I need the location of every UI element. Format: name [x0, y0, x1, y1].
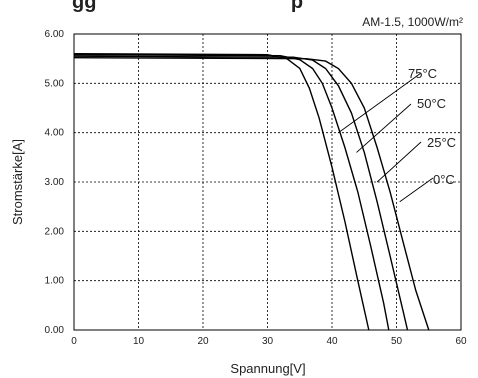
series-label-2: 25°C [427, 135, 456, 150]
x-tick-label: 0 [71, 336, 77, 347]
curve-labels: 75°C 50°C 25°C 0°C [338, 66, 456, 203]
x-tick-label: 40 [326, 336, 338, 347]
series-line-3 [73, 57, 430, 331]
x-tick-label: 50 [391, 336, 403, 347]
series-label-0: 75°C [408, 66, 437, 81]
x-tick-label: 20 [197, 336, 209, 347]
y-tick-label: 3.00 [45, 177, 65, 188]
y-tick-label: 6.00 [45, 29, 65, 40]
y-tick-label: 0.00 [45, 325, 65, 336]
grid [74, 34, 461, 330]
y-tick-label: 4.00 [45, 128, 65, 139]
x-ticks: 0 10 20 30 40 50 60 [71, 336, 467, 347]
x-tick-label: 10 [133, 336, 145, 347]
label-leader-3 [399, 177, 434, 203]
x-tick-label: 30 [262, 336, 274, 347]
condition-label: AM-1.5, 1000W/m² [362, 15, 463, 29]
label-leader-2 [376, 141, 422, 183]
x-tick-label: 60 [455, 336, 467, 347]
label-leader-0 [338, 72, 422, 134]
curves [73, 53, 430, 331]
series-label-1: 50°C [417, 96, 446, 111]
y-tick-label: 5.00 [45, 78, 65, 89]
y-axis-label: Stromstärke[A] [10, 139, 25, 225]
label-leader-1 [356, 103, 412, 153]
y-ticks: 0.00 1.00 2.00 3.00 4.00 5.00 6.00 [45, 29, 65, 336]
series-label-3: 0°C [433, 172, 455, 187]
heading-fragment: gg p [72, 0, 303, 13]
x-axis-label: Spannung[V] [230, 361, 305, 376]
y-tick-label: 2.00 [45, 226, 65, 237]
series-line-1 [73, 54, 390, 331]
series-line-0 [73, 53, 370, 331]
y-tick-label: 1.00 [45, 276, 65, 287]
plot-frame [73, 33, 462, 331]
